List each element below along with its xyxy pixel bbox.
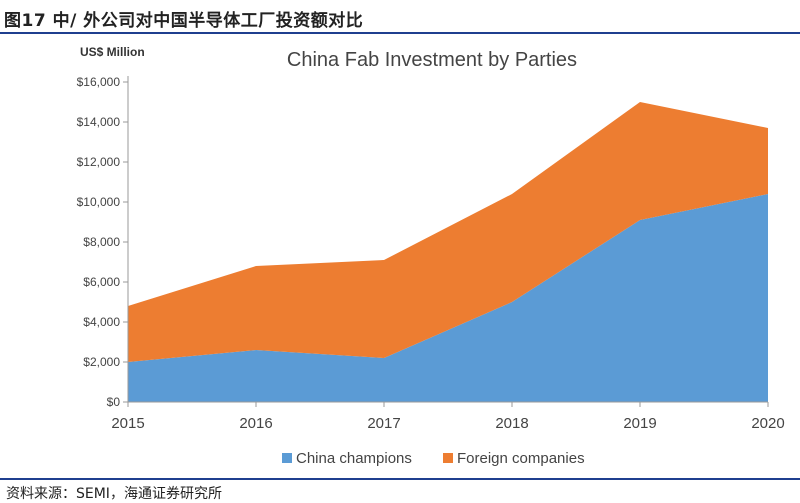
source-note: 资料来源：SEMI，海通证券研究所 [0,478,800,503]
y-tick-label: $8,000 [83,235,120,249]
y-tick-label: $14,000 [77,115,121,129]
y-tick-label: $16,000 [77,75,121,89]
y-tick-label: $10,000 [77,195,121,209]
y-tick-label: $6,000 [83,275,120,289]
axes: $0 $2,000 $4,000 $6,000 $8,000 $10,000 $12,000… [77,75,785,432]
legend-swatch-0 [282,453,292,463]
y-unit-label: US$ Million [80,45,145,59]
y-tick-label: $4,000 [83,315,120,329]
legend: China champions Foreign companies [282,450,585,467]
legend-label-1: Foreign companies [457,450,585,467]
x-tick-label: 2020 [751,415,784,432]
area-layer [128,102,768,402]
figure-title: 图17 中/ 外公司对中国半导体工厂投资额对比 [4,11,364,31]
legend-label-0: China champions [296,450,412,467]
chart-title: China Fab Investment by Parties [287,49,577,71]
y-tick-label: $12,000 [77,155,121,169]
figure-header: 图17 中/ 外公司对中国半导体工厂投资额对比 [0,0,800,34]
chart: China Fab Investment by Parties US$ Mill… [77,45,785,467]
series-area-1 [128,102,768,362]
series-area-0 [128,194,768,402]
x-tick-label: 2015 [111,415,144,432]
legend-swatch-1 [443,453,453,463]
x-tick-label: 2016 [239,415,272,432]
y-tick-label: $2,000 [83,355,120,369]
x-tick-label: 2018 [495,415,528,432]
y-tick-label: $0 [107,395,121,409]
x-tick-label: 2019 [623,415,656,432]
x-tick-label: 2017 [367,415,400,432]
